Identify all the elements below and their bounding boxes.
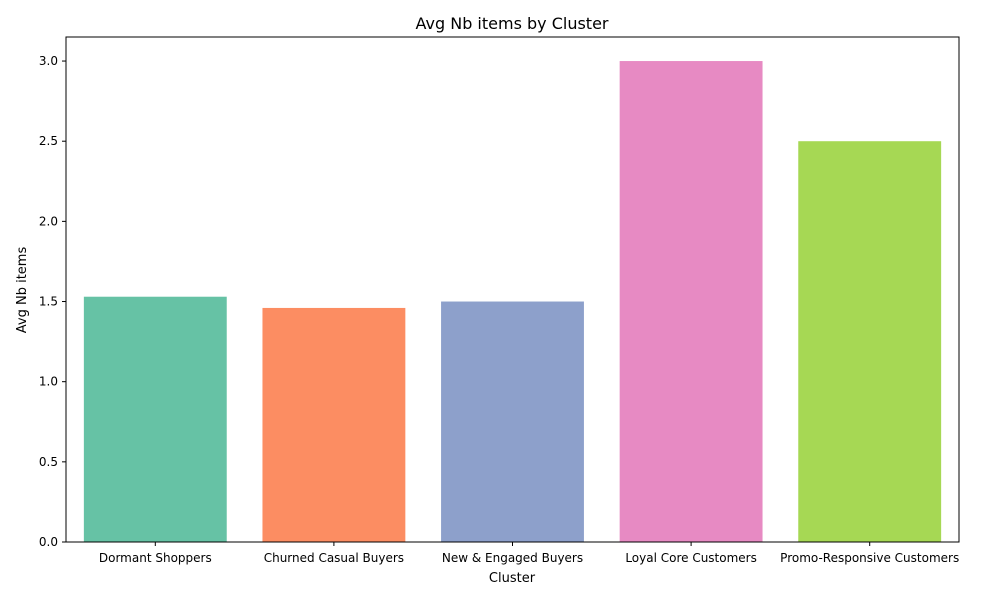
y-tick-label: 0.0 — [39, 535, 58, 549]
plot-frame — [65, 36, 960, 543]
x-axis-label: Cluster — [489, 571, 536, 586]
bar-4 — [798, 141, 942, 542]
bar-1 — [262, 307, 406, 542]
y-tick-label: 2.5 — [39, 134, 58, 148]
y-tick-label: 1.5 — [39, 295, 58, 309]
x-axis: Dormant Shoppers Churned Casual Buyers New… — [99, 542, 959, 565]
x-tick-label: Loyal Core Customers — [625, 551, 757, 565]
y-tick-label: 1.0 — [39, 375, 58, 389]
x-tick-label: New & Engaged Buyers — [442, 551, 583, 565]
x-tick-label: Promo-Responsive Customers — [780, 551, 959, 565]
y-tick-label: 3.0 — [39, 54, 58, 68]
bar-0 — [83, 296, 227, 542]
x-tick-label: Dormant Shoppers — [99, 551, 212, 565]
bar-2 — [441, 301, 584, 542]
y-tick-label: 0.5 — [39, 455, 58, 469]
y-axis-label: Avg Nb items — [15, 247, 30, 334]
y-axis: 0.0 0.5 1.0 1.5 2.0 2.5 3.0 — [39, 54, 66, 549]
bars-group — [83, 61, 942, 543]
y-tick-label: 2.0 — [39, 214, 58, 228]
bar-3 — [619, 61, 763, 543]
x-tick-label: Churned Casual Buyers — [264, 551, 404, 565]
chart-title: Avg Nb items by Cluster — [416, 14, 609, 33]
